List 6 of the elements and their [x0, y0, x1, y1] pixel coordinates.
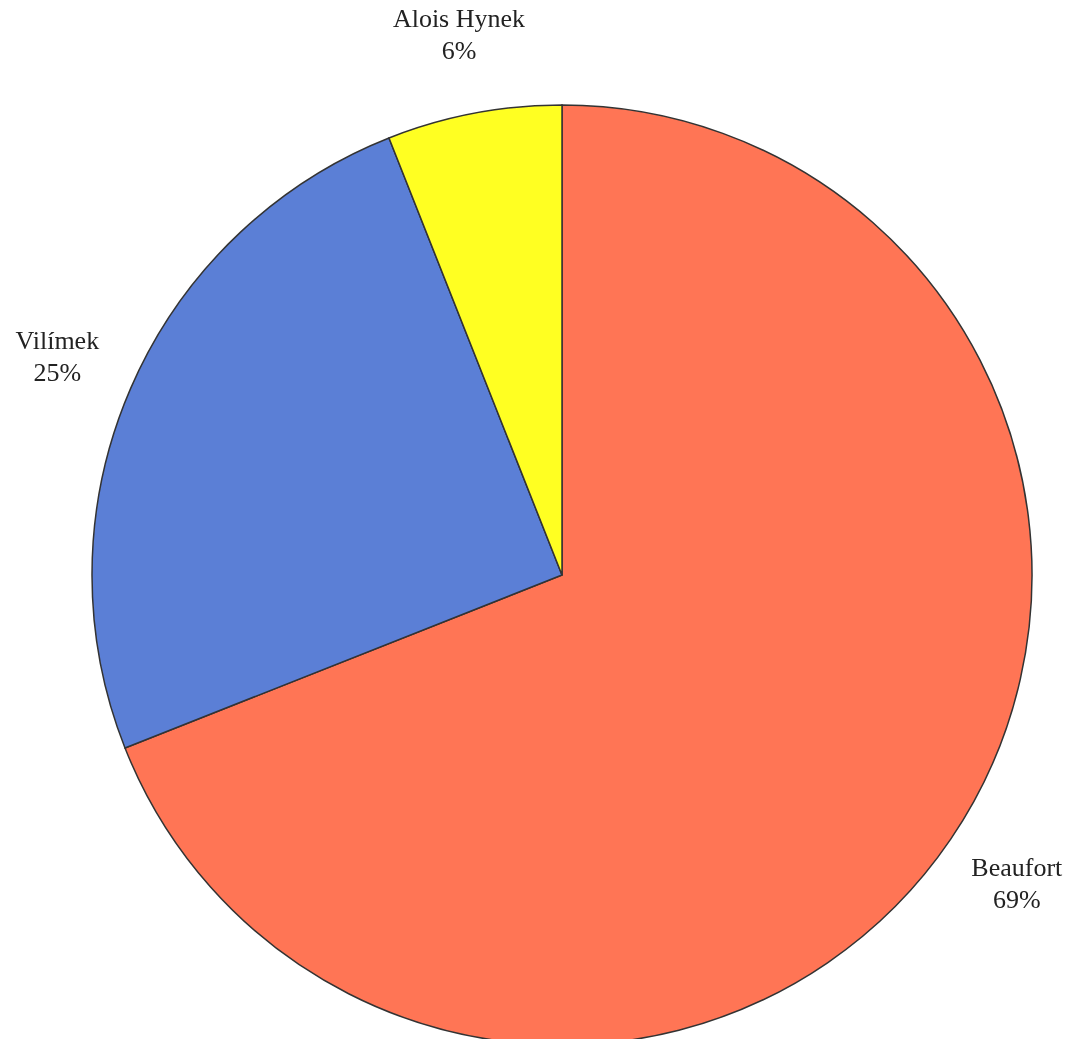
data-label: 69%: [992, 885, 1041, 915]
slice-label: Alois Hynek: [392, 3, 526, 33]
slice-label: Beaufort: [971, 853, 1064, 883]
slice-label: Vilímek: [15, 325, 100, 355]
data-label: 6%: [441, 35, 477, 65]
data-label: 25%: [33, 357, 82, 387]
